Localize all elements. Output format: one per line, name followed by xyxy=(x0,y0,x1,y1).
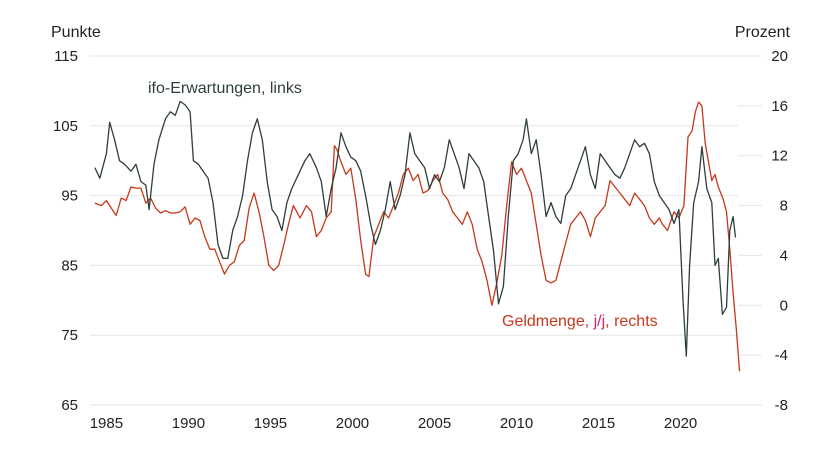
left-axis-unit: Punkte xyxy=(51,24,101,41)
x-tick-label: 1995 xyxy=(254,415,287,432)
x-tick-label: 2015 xyxy=(582,415,615,432)
right-tick-label: 20 xyxy=(771,48,788,65)
ifo-series-label: ifo-Erwartungen, links xyxy=(148,80,302,97)
right-tick-label: -4 xyxy=(775,347,788,364)
left-tick-label: 95 xyxy=(61,188,78,205)
grid-lines xyxy=(90,55,762,406)
left-tick-label: 85 xyxy=(61,257,78,274)
x-tick-label: 1985 xyxy=(90,415,123,432)
geldmenge-label-highlight: j/j xyxy=(593,313,606,330)
left-tick-label: 105 xyxy=(53,118,78,135)
x-tick-label: 2010 xyxy=(500,415,533,432)
right-tick-label: 8 xyxy=(780,198,788,215)
x-tick-label: 1990 xyxy=(172,415,205,432)
left-tick-label: 115 xyxy=(54,48,78,65)
geldmenge-label-end: , rechts xyxy=(605,313,657,330)
right-tick-label: 0 xyxy=(780,297,788,314)
left-axis-ticks: 115 105 95 85 75 65 xyxy=(53,48,78,414)
ifo-expectations-line xyxy=(94,100,737,357)
x-tick-label: 2020 xyxy=(664,415,697,432)
x-tick-label: 2005 xyxy=(418,415,451,432)
right-tick-label: 12 xyxy=(771,148,788,165)
right-tick-label: 16 xyxy=(771,98,788,115)
x-axis-ticks: 1985 1990 1995 2000 2005 2010 2015 2020 xyxy=(90,415,698,432)
right-axis-unit: Prozent xyxy=(735,24,791,41)
geldmenge-series-label: Geldmenge, j/j, rechts xyxy=(502,313,658,330)
right-tick-label: 4 xyxy=(780,247,788,264)
right-tick-label: -8 xyxy=(775,397,788,414)
series-lines xyxy=(94,100,741,372)
geldmenge-label-start: Geldmenge, xyxy=(502,313,594,330)
x-tick-label: 2000 xyxy=(336,415,369,432)
right-axis-ticks: 20 16 12 8 4 0 -4 -8 xyxy=(771,48,788,414)
left-tick-label: 65 xyxy=(61,397,78,414)
left-tick-label: 75 xyxy=(61,327,78,344)
